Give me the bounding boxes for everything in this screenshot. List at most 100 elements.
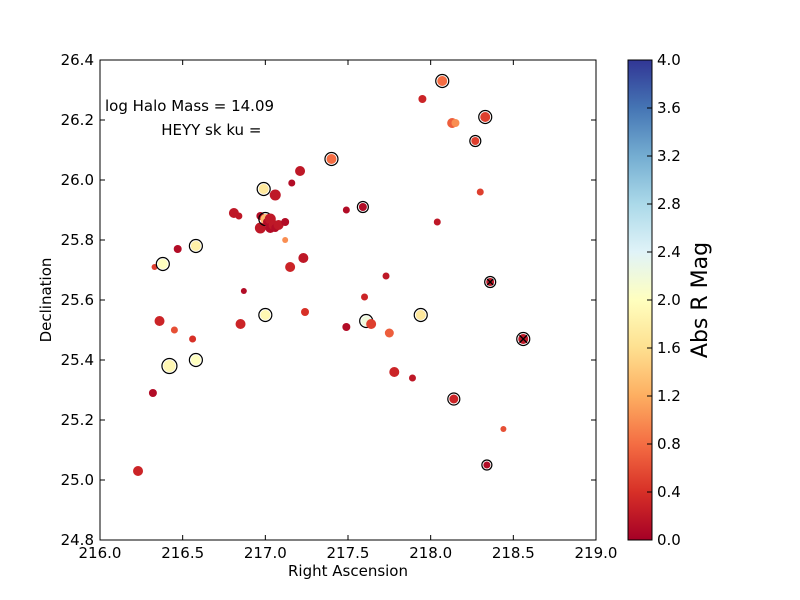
data-point-46 (418, 95, 427, 103)
data-point-42 (384, 328, 394, 338)
data-point-8 (189, 335, 197, 343)
data-point-36 (342, 323, 351, 331)
data-point-26 (273, 220, 284, 230)
annotation-heyy: HEYY sk ku = (161, 121, 261, 139)
x-tick-label-3: 217.5 (327, 544, 370, 562)
y-tick-label-6: 26.0 (61, 171, 94, 189)
y-axis-label: Declination (37, 258, 55, 343)
data-points (133, 73, 531, 476)
data-point-45 (415, 310, 426, 320)
plot-background (100, 60, 596, 540)
y-tick-label-7: 26.2 (61, 111, 94, 129)
data-point-44 (408, 374, 416, 382)
data-point-cross-56 (486, 278, 494, 286)
data-point-19 (260, 310, 271, 320)
data-point-5 (163, 360, 176, 372)
data-point-47 (433, 218, 441, 226)
data-point-17 (258, 184, 269, 194)
colorbar-tick-label-1: 0.4 (657, 483, 681, 501)
data-point-54 (480, 112, 491, 122)
data-point-24 (269, 189, 281, 201)
colorbar-tick-label-8: 3.2 (657, 147, 681, 165)
data-point-31 (295, 166, 306, 176)
data-point-ring-52 (469, 134, 482, 148)
data-point-ring-5 (161, 357, 178, 375)
data-point-ring-48 (435, 73, 450, 89)
data-point-13 (235, 319, 246, 329)
colorbar-tick-label-9: 3.6 (657, 99, 681, 117)
data-point-52 (471, 137, 480, 145)
data-point-ring-10 (188, 352, 203, 368)
y-tick-label-5: 25.8 (61, 231, 94, 249)
data-point-29 (285, 262, 296, 272)
x-axis-label: Right Ascension (288, 562, 408, 580)
plot-area: 216.0 216.5 217.0 217.5 218.0 218.5 219.0 24.8… (61, 51, 618, 562)
data-point-51 (449, 394, 459, 404)
colorbar-tick-label-3: 1.2 (657, 387, 681, 405)
data-point-ring-54 (478, 109, 493, 125)
colorbar-tick-label-7: 2.8 (657, 195, 681, 213)
data-point-48 (437, 76, 448, 86)
data-point-3 (154, 316, 165, 326)
y-tick-label-1: 25.0 (61, 471, 94, 489)
data-point-32 (298, 253, 309, 263)
x-tick-label-1: 216.5 (161, 544, 204, 562)
data-point-ring-19 (258, 307, 273, 323)
y-tick-label-8: 26.4 (61, 51, 94, 69)
data-point-ring-45 (413, 307, 428, 323)
colorbar-tick-label-6: 2.4 (657, 243, 681, 261)
colorbar-tick-label-2: 0.8 (657, 435, 681, 453)
data-point-53 (476, 188, 484, 196)
data-point-50 (451, 119, 460, 127)
data-point-cross-58 (519, 334, 528, 344)
x-tick-label-6: 219.0 (575, 544, 618, 562)
colorbar-label: Abs R Mag (688, 242, 713, 358)
data-point-27 (281, 218, 290, 226)
data-point-9 (190, 241, 201, 251)
data-point-28 (282, 237, 289, 243)
data-point-35 (342, 206, 350, 214)
data-point-1 (148, 389, 157, 397)
data-point-33 (301, 308, 310, 316)
data-point-ring-9 (188, 238, 203, 254)
data-point-57 (500, 426, 507, 432)
data-point-6 (170, 326, 178, 334)
y-tick-label-2: 25.2 (61, 411, 94, 429)
data-point-ring-34 (324, 151, 339, 167)
data-point-41 (382, 272, 390, 280)
x-tick-label-0: 216.0 (79, 544, 122, 562)
data-point-38 (361, 293, 369, 301)
colorbar-ticks: 0.0 0.4 0.8 1.2 1.6 2.0 2.4 2.8 3.2 3.6 4.0 (647, 51, 681, 549)
colorbar-tick-label-10: 4.0 (657, 51, 681, 69)
colorbar-tick-label-4: 1.6 (657, 339, 681, 357)
x-tick-label-4: 218.0 (409, 544, 452, 562)
data-point-43 (389, 367, 400, 377)
data-point-ring-4 (155, 256, 170, 272)
annotation-halo-mass: log Halo Mass = 14.09 (105, 97, 274, 115)
data-point-12 (235, 212, 243, 220)
colorbar: 0.0 0.4 0.8 1.2 1.6 2.0 2.4 2.8 3.2 3.6 4.0 Abs R … (627, 51, 713, 549)
data-point-34 (326, 154, 337, 164)
x-tick-label-5: 218.5 (492, 544, 535, 562)
data-point-10 (190, 355, 201, 365)
colorbar-tick-label-0: 0.0 (657, 531, 681, 549)
colorbar-tick-label-5: 2.0 (657, 291, 681, 309)
data-point-0 (133, 466, 144, 476)
y-tick-label-0: 24.8 (61, 531, 94, 549)
data-point-4 (157, 259, 168, 269)
data-point-37 (358, 203, 367, 211)
data-point-40 (366, 319, 377, 329)
data-point-7 (173, 245, 182, 253)
y-axis-ticks: 24.8 25.0 25.2 25.4 25.6 25.8 26.0 26.2 26.4 (61, 51, 596, 549)
y-tick-label-3: 25.4 (61, 351, 94, 369)
data-point-ring-51 (447, 392, 461, 406)
data-point-ring-58 (516, 331, 531, 347)
y-tick-label-4: 25.6 (61, 291, 94, 309)
x-tick-label-2: 217.0 (244, 544, 287, 562)
data-point-ring-17 (256, 181, 271, 197)
data-point-ring-37 (356, 200, 369, 214)
data-point-ring-56 (484, 275, 497, 289)
data-point-30 (288, 179, 296, 187)
data-point-ring-55 (481, 459, 493, 471)
